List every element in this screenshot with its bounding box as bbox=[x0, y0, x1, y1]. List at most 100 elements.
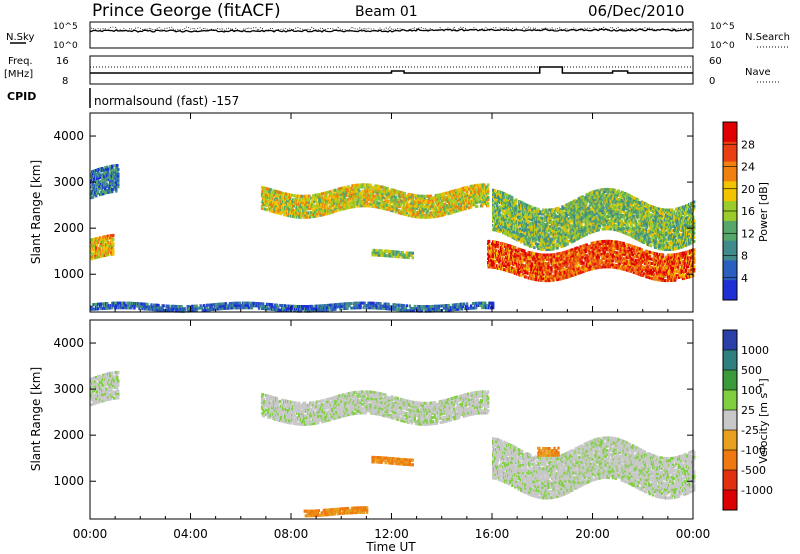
echo-cell bbox=[515, 248, 518, 252]
echo-cell bbox=[521, 251, 524, 254]
echo-cell bbox=[92, 182, 95, 186]
echo-cell bbox=[571, 248, 574, 252]
echo-cell bbox=[316, 212, 319, 216]
echo-cell bbox=[282, 208, 285, 212]
echo-cell bbox=[383, 186, 386, 190]
echo-cell bbox=[334, 188, 337, 192]
echo-cell bbox=[92, 176, 95, 180]
echo-cell bbox=[552, 259, 555, 263]
echo-cell bbox=[380, 206, 383, 210]
echo-cell bbox=[355, 185, 358, 189]
echo-cell bbox=[97, 178, 100, 182]
echo-cell bbox=[102, 241, 105, 245]
echo-cell bbox=[303, 207, 306, 211]
echo-cell bbox=[424, 207, 428, 211]
echo-cell bbox=[649, 266, 653, 269]
echo-cell bbox=[296, 196, 299, 200]
echo-cell bbox=[407, 253, 410, 257]
echo-cell bbox=[357, 192, 360, 195]
echo-cell bbox=[655, 265, 659, 269]
echo-cell bbox=[633, 269, 637, 273]
echo-cell bbox=[445, 204, 449, 208]
echo-cell bbox=[523, 253, 526, 257]
echo-cell bbox=[483, 195, 486, 199]
echo-cell bbox=[365, 195, 368, 199]
echo-cell bbox=[432, 202, 436, 206]
echo-cell bbox=[580, 257, 583, 261]
echo-cell bbox=[269, 188, 273, 192]
echo-cell bbox=[333, 201, 336, 205]
echo-cell bbox=[506, 258, 509, 262]
echo-cell bbox=[316, 204, 319, 207]
echo-cell bbox=[509, 246, 512, 250]
echo-cell bbox=[608, 250, 611, 254]
noise-strip-frame bbox=[89, 21, 694, 49]
echo-cell bbox=[459, 206, 463, 210]
echo-cell bbox=[433, 198, 437, 202]
echo-cell bbox=[661, 264, 665, 267]
echo-cell bbox=[495, 249, 498, 253]
echo-cell bbox=[648, 250, 652, 254]
echo-cell bbox=[545, 270, 548, 274]
echo-cell bbox=[561, 253, 564, 257]
echo-cell bbox=[285, 201, 288, 204]
nsearch-label: N.Search bbox=[745, 32, 790, 43]
echo-cell bbox=[322, 208, 325, 212]
echo-cell bbox=[530, 275, 533, 278]
echo-cell bbox=[493, 251, 496, 255]
echo-cell bbox=[481, 202, 485, 206]
echo-cell bbox=[655, 256, 659, 260]
echo-cell bbox=[544, 257, 547, 261]
echo-cell bbox=[356, 190, 359, 193]
echo-cell bbox=[560, 251, 563, 255]
echo-cell bbox=[487, 202, 490, 206]
echo-cell bbox=[510, 262, 513, 265]
echo-cell bbox=[115, 181, 118, 185]
echo-cell bbox=[95, 245, 98, 249]
echo-cell bbox=[473, 186, 477, 190]
echo-cell bbox=[527, 263, 530, 267]
echo-cell bbox=[542, 274, 545, 278]
echo-cell bbox=[560, 268, 563, 272]
freq-unit-label: [MHz] bbox=[4, 69, 33, 80]
echo-cell bbox=[526, 269, 529, 273]
echo-cell bbox=[562, 274, 565, 278]
echo-cell bbox=[441, 211, 445, 215]
echo-cell bbox=[533, 271, 536, 275]
echo-cell bbox=[587, 251, 590, 255]
echo-cell bbox=[265, 189, 269, 193]
echo-cell bbox=[567, 260, 570, 264]
echo-cell bbox=[661, 278, 665, 282]
echo-cell bbox=[464, 200, 468, 204]
echo-cell bbox=[551, 276, 554, 280]
echo-cell bbox=[468, 187, 472, 191]
echo-cell bbox=[486, 185, 489, 189]
echo-cell bbox=[520, 267, 523, 271]
echo-cell bbox=[492, 255, 495, 259]
echo-cell bbox=[653, 262, 657, 266]
echo-cell bbox=[304, 203, 307, 207]
echo-cell bbox=[602, 261, 605, 265]
echo-cell bbox=[599, 246, 602, 250]
echo-cell bbox=[340, 197, 343, 201]
echo-cell bbox=[431, 200, 435, 204]
echo-cell bbox=[619, 256, 622, 260]
echo-cell bbox=[629, 252, 633, 256]
echo-cell bbox=[435, 193, 439, 197]
echo-cell bbox=[630, 244, 634, 248]
echo-cell bbox=[375, 184, 378, 188]
echo-cell bbox=[453, 195, 457, 199]
echo-cell bbox=[496, 251, 499, 255]
echo-cell bbox=[267, 194, 271, 198]
echo-cell bbox=[396, 202, 399, 206]
echo-cell bbox=[547, 272, 550, 276]
echo-cell bbox=[605, 246, 608, 250]
echo-cell bbox=[606, 256, 609, 260]
echo-cell bbox=[106, 236, 109, 240]
echo-cell bbox=[518, 262, 521, 266]
echo-cell bbox=[103, 185, 106, 189]
echo-cell bbox=[464, 207, 468, 210]
echo-cell bbox=[521, 201, 524, 205]
echo-cell bbox=[643, 253, 647, 257]
echo-cell bbox=[589, 265, 592, 269]
